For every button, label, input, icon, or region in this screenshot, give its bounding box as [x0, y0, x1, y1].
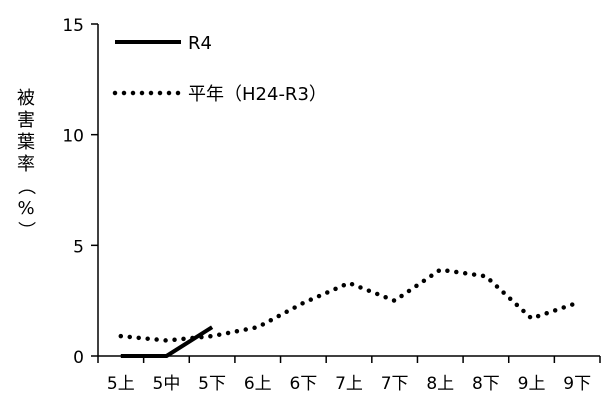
series-lines: [118, 267, 580, 358]
y-axis-label-char: 被: [17, 88, 35, 109]
y-axis-label-char: ）: [15, 221, 36, 239]
x-tick-label: 6下: [289, 374, 317, 394]
x-tick-label: 7下: [381, 374, 409, 394]
y-axis-label-char: 葉: [17, 132, 35, 153]
y-tick-label: 0: [73, 348, 84, 368]
x-tick-label: 5下: [198, 374, 226, 394]
y-axis-label: 被害葉率（%）被害葉率（%）: [0, 0, 36, 239]
x-tick-label: 8下: [472, 374, 500, 394]
series-line-normal-year: [118, 267, 580, 343]
x-tick-label: 7上: [335, 374, 363, 394]
y-axis-label-char: （: [15, 177, 36, 195]
y-tick-label: 15: [62, 16, 84, 36]
legend-label: R4: [188, 33, 212, 54]
y-axis-label-char: %: [17, 198, 34, 219]
y-axis-label-char: 率: [17, 154, 35, 175]
y-axis-ticks: 0 5 10 15: [62, 16, 98, 368]
x-tick-label: 6上: [244, 374, 272, 394]
x-tick-label: 8上: [426, 374, 454, 394]
x-tick-label: 9下: [563, 374, 591, 394]
x-axis-ticks: 5上 5中 5下 6上 6下 7上 7下 8上 8下 9上 9下: [97, 356, 601, 394]
x-tick-label: 5中: [153, 374, 181, 394]
legend-label: 平年（H24-R3）: [188, 84, 327, 105]
y-axis-label-char: 害: [17, 110, 35, 131]
x-tick-label: 5上: [107, 374, 135, 394]
legend: R4 平年（H24-R3）: [112, 33, 327, 105]
x-tick-label: 9上: [518, 374, 546, 394]
y-axis-label-text: 被害葉率（%）: [0, 0, 7, 1]
series-line-r4: [120, 325, 214, 358]
y-tick-label: 5: [73, 237, 84, 257]
y-tick-label: 10: [62, 127, 84, 147]
